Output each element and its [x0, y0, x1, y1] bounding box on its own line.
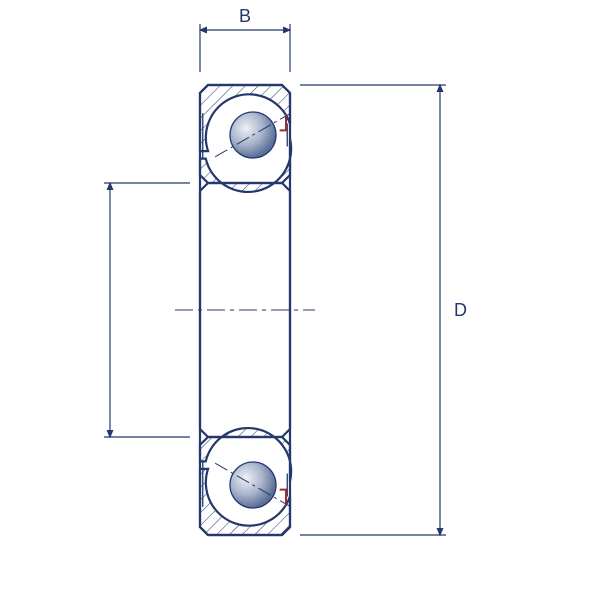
label-D: D	[454, 300, 467, 320]
bearing-drawing: BD	[0, 0, 600, 600]
label-B: B	[239, 6, 251, 26]
